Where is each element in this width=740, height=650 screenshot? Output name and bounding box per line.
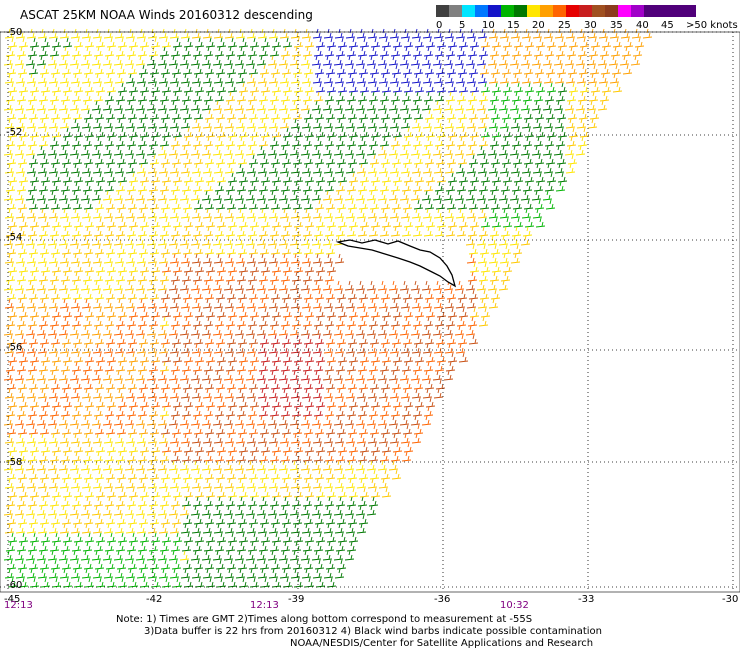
- lat-label: -60: [6, 580, 23, 591]
- note-line-1: Note: 1) Times are GMT 2)Times along bot…: [116, 614, 533, 625]
- legend-swatch: [462, 5, 475, 17]
- legend-label: 30: [584, 20, 597, 31]
- time-label: 12:13: [250, 600, 279, 611]
- legend-swatch: [475, 5, 488, 17]
- legend-swatch: [644, 5, 696, 17]
- legend-swatch: [501, 5, 514, 17]
- lon-label: -33: [578, 594, 595, 605]
- legend-label: 45: [661, 20, 674, 31]
- legend-swatch: [579, 5, 592, 17]
- legend-label: 10: [482, 20, 495, 31]
- legend-swatch: [449, 5, 462, 17]
- lat-label: -54: [6, 232, 23, 243]
- lon-label: -36: [434, 594, 451, 605]
- lon-label: -45: [4, 594, 21, 605]
- lon-label: -39: [288, 594, 305, 605]
- lat-label: -56: [6, 342, 23, 353]
- legend-swatch: [592, 5, 605, 17]
- map-frame: [0, 31, 740, 593]
- legend-swatch: [488, 5, 501, 17]
- time-label: 10:32: [500, 600, 529, 611]
- legend-label: 35: [610, 20, 623, 31]
- legend-swatch: [631, 5, 644, 17]
- legend-swatch: [436, 5, 449, 17]
- south-georgia-coastline: [335, 239, 457, 288]
- lon-label: -30: [722, 594, 739, 605]
- legend-swatch: [605, 5, 618, 17]
- legend-label: 40: [636, 20, 649, 31]
- legend-label: 25: [558, 20, 571, 31]
- legend-swatch: [618, 5, 631, 17]
- lat-label: -52: [6, 127, 23, 138]
- legend-label: 5: [459, 20, 466, 31]
- time-label: 12:13: [4, 600, 33, 611]
- legend-label: >50 knots: [686, 20, 738, 31]
- lon-label: -42: [146, 594, 163, 605]
- legend-swatch: [540, 5, 553, 17]
- legend-swatch: [527, 5, 540, 17]
- legend-label: 20: [532, 20, 545, 31]
- note-line-2: 3)Data buffer is 22 hrs from 20160312 4)…: [144, 626, 602, 637]
- legend-label: 15: [507, 20, 520, 31]
- legend-label: 0: [436, 20, 443, 31]
- lat-label: -58: [6, 457, 23, 468]
- map-title: ASCAT 25KM NOAA Winds 20160312 descendin…: [20, 8, 313, 22]
- note-line-3: NOAA/NESDIS/Center for Satellite Applica…: [290, 638, 594, 649]
- legend-swatch: [514, 5, 527, 17]
- lat-label: -50: [6, 27, 23, 38]
- legend-swatch: [553, 5, 566, 17]
- wind-barb-field: [3, 28, 653, 588]
- legend-swatch: [566, 5, 579, 17]
